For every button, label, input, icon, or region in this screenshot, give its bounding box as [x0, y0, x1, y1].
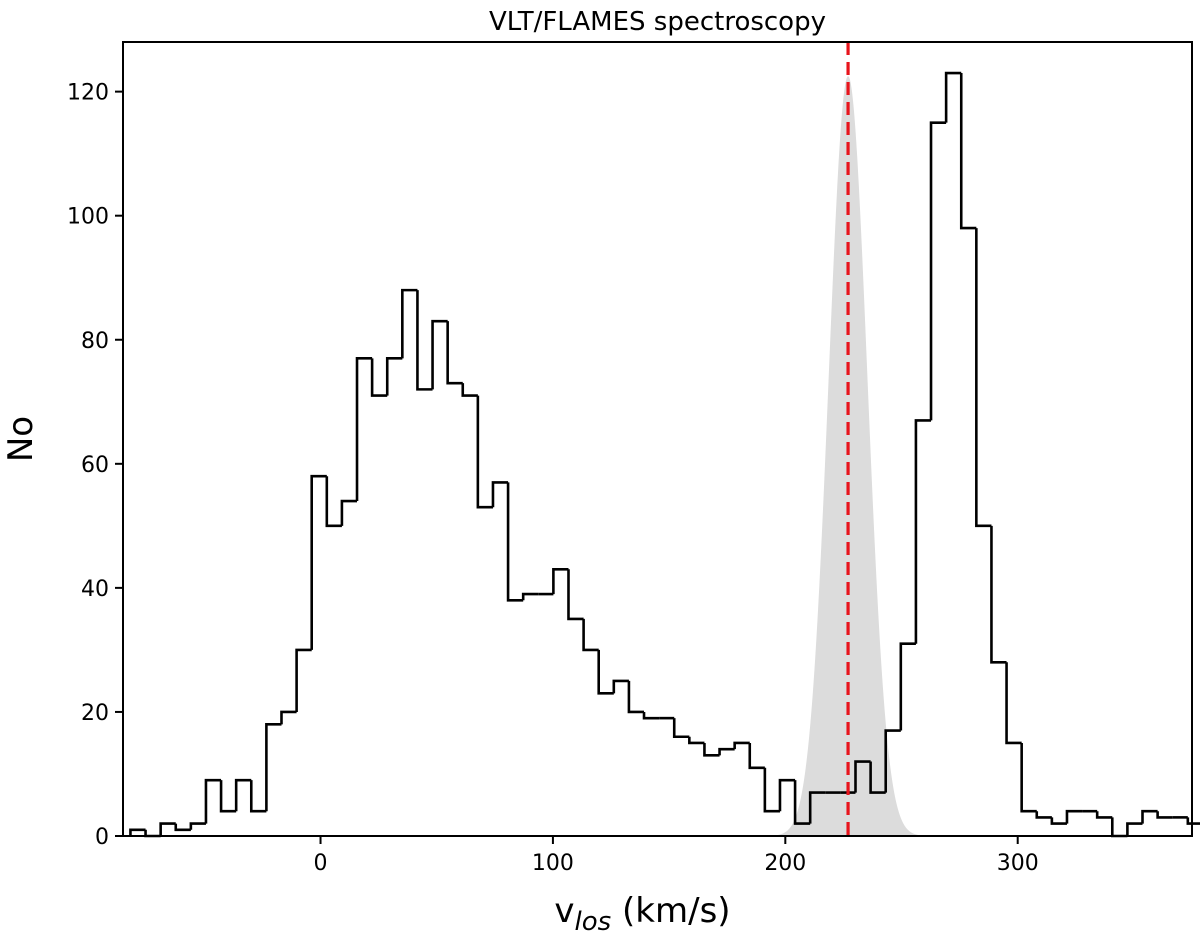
histogram-bin: [340, 499, 358, 526]
y-axis-label: No: [1, 416, 41, 462]
histogram-bin: [491, 481, 509, 508]
histogram-bin: [1005, 662, 1022, 745]
x-tick-label: 200: [764, 851, 806, 876]
histogram-bin: [159, 822, 176, 836]
histogram-bin: [189, 822, 206, 830]
histogram-bin: [521, 592, 539, 601]
histogram-bin: [1110, 817, 1128, 838]
histogram-bin: [174, 823, 191, 832]
gaussian-fit-fill: [747, 76, 925, 837]
histogram-bin: [1035, 811, 1052, 819]
histogram-bin: [869, 761, 886, 794]
histogram-bin: [567, 569, 584, 621]
histogram-bin: [552, 567, 569, 595]
histogram-bin: [718, 747, 735, 756]
histogram-bin: [672, 718, 690, 739]
histogram-series: [129, 71, 1200, 838]
y-tick-label: 60: [81, 453, 109, 478]
histogram-bin: [461, 383, 478, 397]
x-tick-label: 100: [532, 851, 574, 876]
plot-frame: [122, 41, 1193, 837]
histogram-bin: [1065, 809, 1083, 824]
histogram-bin: [219, 780, 237, 813]
histogram-bin: [204, 778, 222, 824]
x-axis-label: vlos (km/s): [554, 891, 730, 937]
histogram-bin: [431, 319, 448, 390]
histogram-bin: [1095, 811, 1113, 819]
histogram-bin: [416, 290, 433, 391]
histogram-bin: [914, 419, 932, 644]
histogram-bin: [748, 742, 765, 770]
histogram-bin: [975, 228, 992, 528]
histogram-bin: [310, 474, 327, 650]
y-tick-label: 120: [67, 81, 109, 106]
histogram-bin: [597, 649, 614, 695]
x-tick-label: 300: [997, 851, 1039, 876]
histogram-bin: [884, 729, 901, 793]
histogram-bin: [249, 780, 267, 813]
x-axis-label-subscript: los: [575, 907, 612, 937]
x-axis-label-main: v: [554, 891, 574, 931]
x-tick-label: 0: [314, 851, 328, 876]
histogram-bin: [1186, 817, 1200, 825]
histogram-bin: [763, 767, 780, 813]
histogram-bin: [703, 742, 720, 757]
histogram-bin: [582, 618, 599, 652]
histogram-bin: [1141, 809, 1158, 824]
y-tick-label: 80: [81, 329, 109, 354]
x-axis-label-suffix: (km/s): [611, 891, 730, 931]
y-tick-label: 0: [95, 825, 109, 850]
histogram-bin: [733, 741, 750, 750]
histogram-bin: [944, 71, 962, 123]
histogram-bin: [990, 525, 1007, 664]
histogram-bin: [506, 482, 524, 602]
histogram-bin: [1050, 817, 1067, 825]
histogram-bin: [642, 711, 660, 720]
histogram-bin: [612, 679, 629, 694]
histogram-bin: [959, 73, 977, 230]
y-tick-label: 20: [81, 701, 109, 726]
gaussian-fit-area: [747, 76, 925, 837]
y-tick-label: 100: [67, 205, 109, 230]
histogram-bin: [280, 710, 297, 725]
histogram-bin: [234, 778, 252, 812]
histogram-bin: [929, 121, 947, 421]
histogram-bin: [401, 288, 418, 359]
histogram-bin: [688, 736, 705, 745]
y-axis-ticks: 0 20 40 60 80 100 120: [67, 81, 123, 850]
histogram-bin: [265, 723, 282, 812]
histogram-bin: [325, 476, 342, 528]
histogram-bin: [793, 780, 811, 825]
histogram-bin: [1156, 811, 1173, 819]
histogram-bin: [899, 642, 916, 731]
chart-title: VLT/FLAMES spectroscopy: [489, 7, 826, 37]
histogram-bin: [129, 828, 146, 836]
histogram-bin: [1020, 742, 1037, 813]
histogram-bin: [808, 791, 826, 824]
histogram-bin: [370, 358, 388, 397]
histogram-bin: [385, 357, 403, 396]
histogram-bin: [778, 778, 796, 812]
histogram-bin: [854, 760, 871, 793]
histogram-bin: [1126, 822, 1143, 836]
y-tick-label: 40: [81, 577, 109, 602]
histogram-bin: [446, 321, 463, 385]
histogram-bin: [476, 395, 493, 509]
x-axis-ticks: 0 100 200 300: [314, 836, 1039, 876]
histogram-bin: [355, 357, 373, 502]
histogram-bin: [627, 680, 645, 714]
histogram-bin: [295, 648, 312, 712]
